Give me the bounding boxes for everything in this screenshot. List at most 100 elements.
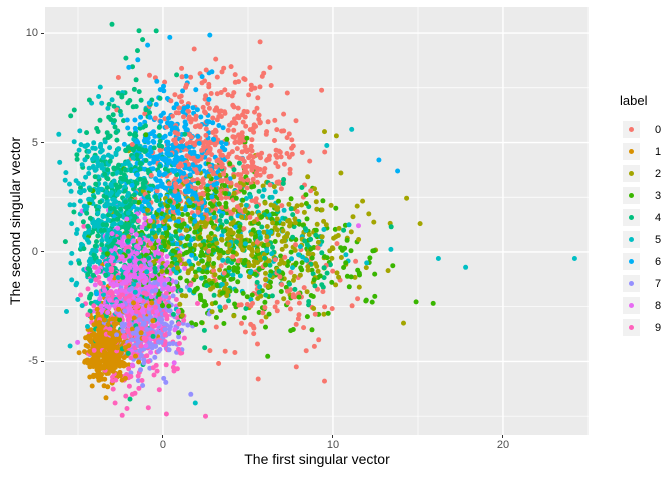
scatter-point	[76, 147, 82, 153]
scatter-point	[156, 207, 162, 213]
scatter-point	[263, 270, 268, 276]
scatter-point	[126, 366, 132, 372]
legend-swatch-dot	[629, 149, 634, 154]
scatter-point	[328, 202, 334, 208]
scatter-point	[156, 133, 162, 138]
scatter-point	[71, 209, 77, 215]
scatter-point	[156, 238, 161, 244]
scatter-point	[192, 185, 198, 191]
scatter-point	[240, 290, 246, 296]
scatter-point	[219, 290, 225, 296]
scatter-point	[369, 299, 375, 305]
scatter-point	[256, 188, 262, 194]
scatter-point	[170, 293, 176, 299]
legend-key	[623, 209, 640, 226]
legend-swatch-dot	[629, 127, 634, 132]
scatter-point	[231, 313, 237, 319]
scatter-point	[281, 128, 287, 134]
scatter-point	[156, 227, 162, 233]
scatter-point	[215, 157, 221, 163]
scatter-point	[206, 157, 212, 163]
scatter-point	[187, 242, 193, 248]
scatter-point	[69, 251, 75, 256]
scatter-point	[299, 202, 305, 208]
scatter-point	[168, 123, 174, 129]
scatter-point	[105, 310, 111, 315]
scatter-point	[200, 215, 205, 221]
scatter-point	[264, 237, 270, 243]
scatter-point	[89, 383, 95, 389]
scatter-point	[179, 312, 185, 318]
scatter-point	[129, 391, 135, 397]
scatter-point	[152, 323, 158, 329]
scatter-point	[162, 166, 168, 172]
scatter-point	[200, 104, 206, 110]
scatter-point	[355, 296, 361, 302]
scatter-point	[212, 272, 218, 278]
scatter-point	[198, 195, 204, 201]
scatter-point	[279, 203, 285, 209]
scatter-point	[239, 214, 245, 220]
scatter-point	[254, 279, 260, 285]
scatter-point	[156, 143, 162, 149]
scatter-point	[288, 269, 294, 275]
scatter-point	[182, 265, 188, 271]
scatter-point	[156, 329, 162, 335]
scatter-point	[77, 189, 83, 194]
scatter-point	[257, 235, 263, 241]
scatter-point	[290, 143, 296, 149]
scatter-point	[336, 274, 342, 280]
scatter-point	[231, 265, 237, 271]
scatter-point	[94, 306, 100, 312]
scatter-point	[324, 143, 330, 148]
scatter-point	[248, 321, 254, 327]
scatter-point	[115, 225, 121, 231]
legend-key	[623, 319, 640, 336]
scatter-point	[121, 172, 127, 178]
scatter-point	[94, 155, 100, 161]
scatter-point	[103, 343, 109, 349]
scatter-point	[219, 178, 225, 184]
scatter-point	[105, 105, 111, 111]
scatter-plot-canvas	[45, 7, 589, 435]
scatter-point	[356, 237, 362, 242]
legend-item-4: 4	[623, 209, 661, 226]
scatter-point	[103, 195, 109, 200]
scatter-point	[250, 154, 256, 160]
scatter-point	[188, 391, 194, 397]
scatter-point	[194, 170, 200, 176]
scatter-point	[63, 170, 69, 176]
scatter-point	[321, 311, 327, 317]
scatter-point	[255, 376, 261, 382]
scatter-point	[242, 329, 248, 335]
scatter-point	[188, 116, 193, 122]
scatter-point	[311, 277, 317, 283]
scatter-point	[82, 143, 88, 149]
scatter-point	[218, 195, 224, 201]
scatter-point	[145, 194, 150, 200]
scatter-point	[201, 192, 207, 198]
scatter-point	[176, 330, 182, 336]
scatter-point	[75, 339, 81, 345]
scatter-point	[284, 234, 290, 240]
scatter-point	[244, 149, 250, 155]
scatter-point	[251, 122, 257, 128]
scatter-point	[199, 320, 205, 326]
scatter-point	[118, 220, 124, 226]
scatter-point	[277, 274, 283, 280]
scatter-point	[372, 271, 378, 277]
scatter-point	[69, 277, 75, 283]
scatter-point	[134, 139, 140, 145]
scatter-point	[265, 284, 271, 289]
scatter-point	[203, 413, 208, 419]
scatter-point	[293, 118, 299, 124]
scatter-point	[125, 317, 131, 323]
scatter-point	[152, 133, 158, 139]
scatter-point	[149, 273, 155, 279]
scatter-point	[304, 216, 310, 222]
scatter-point	[101, 227, 107, 233]
scatter-point	[94, 336, 100, 341]
scatter-point	[143, 179, 148, 185]
x-tick-label: 20	[496, 439, 510, 451]
legend-swatch-dot	[629, 259, 634, 264]
